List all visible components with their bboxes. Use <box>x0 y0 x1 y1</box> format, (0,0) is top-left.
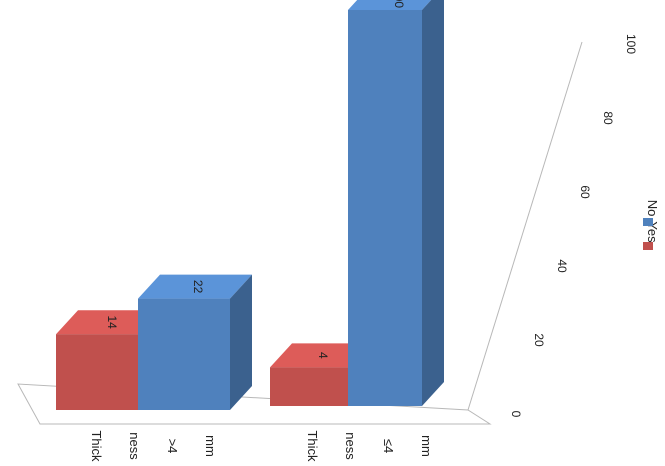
data-labels: 14 4 22 100 <box>105 0 406 359</box>
data-label-yes-1: 4 <box>316 352 330 359</box>
category-label: mm <box>203 435 218 457</box>
bar-top-yes-1 <box>270 343 370 368</box>
legend-swatch-yes <box>643 242 653 250</box>
bar-yes-0 <box>56 334 140 410</box>
legend-swatch-no <box>643 218 653 226</box>
category-label: ness <box>127 432 142 460</box>
bar-side-no-0 <box>230 274 252 410</box>
legend: Yes No <box>643 200 660 250</box>
category-label: ness <box>343 432 358 460</box>
value-axis-line <box>467 41 583 411</box>
bar-side-no-1 <box>422 0 444 406</box>
bar-no-0 <box>138 298 230 410</box>
category-label: >4 <box>165 439 180 454</box>
category-label: Thick <box>305 430 320 462</box>
tick-label: 60 <box>578 185 592 199</box>
category-labels: Thick ness >4 mm Thick ness ≤4 mm <box>89 430 434 462</box>
value-axis-ticks: 0 20 40 60 80 100 <box>509 34 638 418</box>
bar-no-1 <box>348 10 422 406</box>
category-label: Thick <box>89 430 104 462</box>
data-label-no-1: 100 <box>392 0 406 8</box>
tick-label: 0 <box>509 411 523 418</box>
tick-label: 40 <box>555 259 569 273</box>
bar-top-no-0 <box>138 274 252 299</box>
tick-label: 20 <box>532 333 546 347</box>
data-label-no-0: 22 <box>191 280 205 294</box>
bars <box>56 0 444 410</box>
legend-label-no: No <box>645 200 660 217</box>
bar-top-yes-0 <box>56 310 162 335</box>
tick-label: 80 <box>601 111 615 125</box>
legend-label-yes: Yes <box>645 221 660 243</box>
category-label: mm <box>419 435 434 457</box>
bar-yes-1 <box>270 367 348 406</box>
bar-top-no-1 <box>348 0 432 10</box>
tick-label: 100 <box>624 34 638 54</box>
category-label: ≤4 <box>381 439 396 453</box>
data-label-yes-0: 14 <box>105 316 119 330</box>
